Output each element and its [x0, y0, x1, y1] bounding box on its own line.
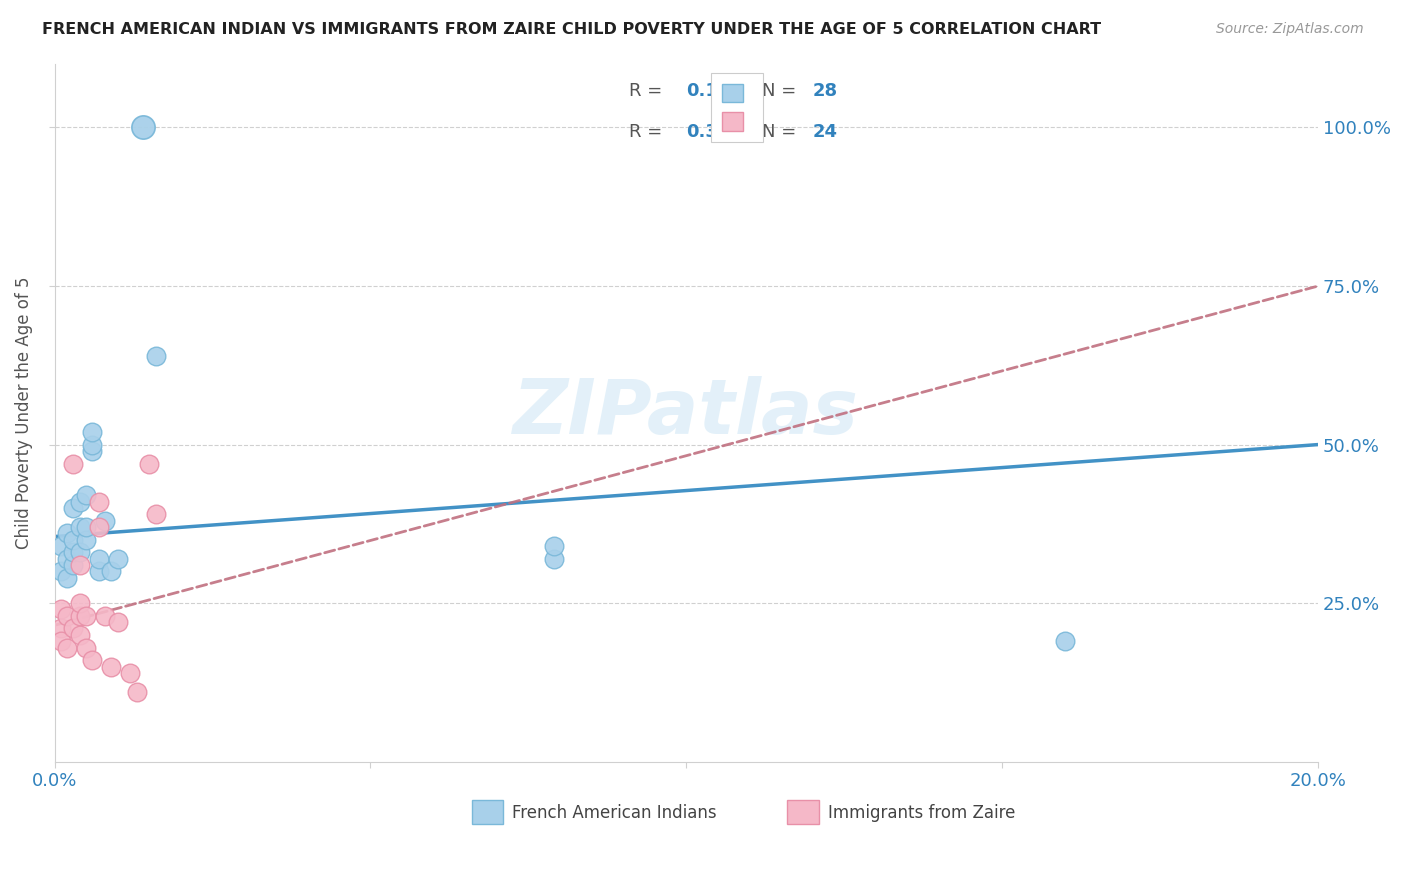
Point [49, 565, 72, 579]
Point [69, 494, 91, 508]
Point [138, 457, 160, 471]
Point [56, 526, 79, 541]
Point [49, 622, 72, 636]
Point [543, 551, 565, 566]
Point [62, 545, 84, 559]
Point [145, 508, 167, 522]
Point [75, 520, 97, 534]
Text: Source: ZipAtlas.com: Source: ZipAtlas.com [1216, 22, 1364, 37]
Point [69, 545, 91, 559]
Point [120, 665, 142, 680]
Point [62, 457, 84, 471]
Point [87, 520, 110, 534]
Point [62, 558, 84, 572]
Point [1054, 634, 1077, 648]
Point [75, 640, 97, 655]
Point [49, 602, 72, 616]
Text: R =: R = [630, 81, 668, 100]
Point [75, 488, 97, 502]
Point [56, 551, 79, 566]
Point [62, 533, 84, 547]
Point [56, 640, 79, 655]
Point [69, 608, 91, 623]
Point [69, 520, 91, 534]
Point [125, 685, 148, 699]
Point [107, 615, 129, 629]
Point [69, 596, 91, 610]
FancyBboxPatch shape [471, 800, 503, 824]
Text: 24: 24 [813, 123, 838, 141]
Point [82, 653, 104, 667]
Point [132, 120, 155, 135]
Text: 28: 28 [813, 81, 838, 100]
Text: R =: R = [630, 123, 668, 141]
Point [62, 622, 84, 636]
Text: N =: N = [762, 123, 803, 141]
Legend: , : , [710, 73, 763, 143]
Point [82, 425, 104, 439]
Point [107, 551, 129, 566]
Point [87, 565, 110, 579]
Point [543, 539, 565, 553]
Point [100, 659, 122, 673]
Text: N =: N = [762, 81, 803, 100]
Point [69, 628, 91, 642]
Text: Immigrants from Zaire: Immigrants from Zaire [828, 804, 1015, 822]
Point [82, 444, 104, 458]
FancyBboxPatch shape [787, 800, 820, 824]
Point [49, 634, 72, 648]
Point [56, 571, 79, 585]
Point [49, 539, 72, 553]
Text: ZIPatlas: ZIPatlas [513, 376, 859, 450]
Y-axis label: Child Poverty Under the Age of 5: Child Poverty Under the Age of 5 [15, 277, 32, 549]
Point [94, 514, 117, 528]
Text: 0.399: 0.399 [686, 123, 744, 141]
Point [75, 533, 97, 547]
Text: 0.135: 0.135 [686, 81, 744, 100]
Text: French American Indians: French American Indians [512, 804, 717, 822]
Point [82, 437, 104, 451]
Point [94, 608, 117, 623]
Point [87, 551, 110, 566]
Point [87, 494, 110, 508]
Point [100, 565, 122, 579]
Text: FRENCH AMERICAN INDIAN VS IMMIGRANTS FROM ZAIRE CHILD POVERTY UNDER THE AGE OF 5: FRENCH AMERICAN INDIAN VS IMMIGRANTS FRO… [42, 22, 1101, 37]
Point [62, 500, 84, 515]
Point [145, 349, 167, 363]
Point [75, 608, 97, 623]
Point [56, 608, 79, 623]
Point [69, 558, 91, 572]
